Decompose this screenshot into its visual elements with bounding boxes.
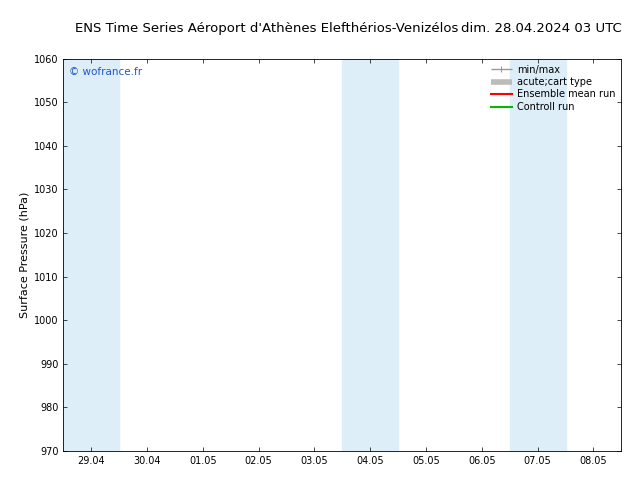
Bar <box>63 59 119 451</box>
Text: ENS Time Series Aéroport d'Athènes Elefthérios-Venizélos: ENS Time Series Aéroport d'Athènes Eleft… <box>75 22 458 35</box>
Text: © wofrance.fr: © wofrance.fr <box>69 67 142 76</box>
Text: dim. 28.04.2024 03 UTC: dim. 28.04.2024 03 UTC <box>460 22 621 35</box>
Bar <box>342 59 398 451</box>
Y-axis label: Surface Pressure (hPa): Surface Pressure (hPa) <box>20 192 30 318</box>
Legend: min/max, acute;cart type, Ensemble mean run, Controll run: min/max, acute;cart type, Ensemble mean … <box>488 62 618 115</box>
Bar <box>510 59 566 451</box>
